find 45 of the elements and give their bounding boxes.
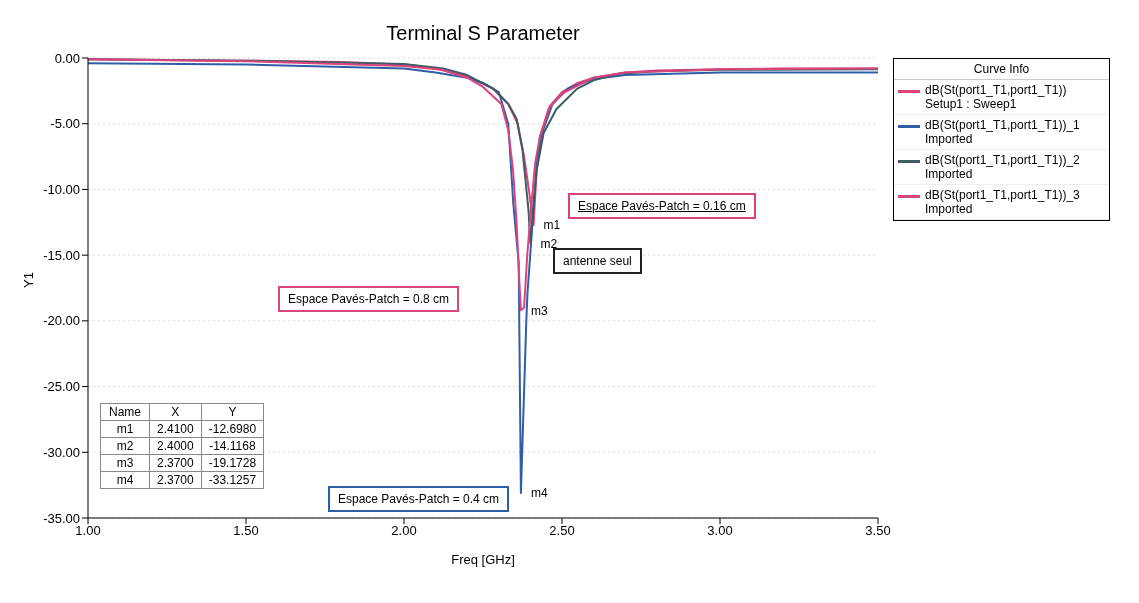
y-axis-title: Y1	[20, 272, 36, 288]
y-tick-label: -25.00	[43, 379, 80, 395]
annotation: Espace Pavés-Patch = 0.16 cm	[568, 193, 756, 219]
annotation: X	[149, 403, 202, 421]
x-tick-label: 1.00	[75, 523, 101, 539]
chart-title: Terminal S Parameter	[385, 22, 581, 45]
x-tick-label: 3.00	[707, 523, 733, 539]
y-tick-label: -5.00	[50, 116, 80, 132]
y-tick-label: -20.00	[43, 313, 80, 329]
annotation: 2.3700	[149, 454, 202, 472]
legend-label: dB(St(port1_T1,port1_T1))_1 Imported	[925, 118, 1081, 146]
annotation: m2	[540, 236, 558, 251]
x-tick-label: 3.50	[865, 523, 891, 539]
x-tick-label: 1.50	[233, 523, 259, 539]
y-tick-label: -15.00	[43, 247, 80, 263]
annotation: Espace Pavés-Patch = 0.8 cm	[278, 286, 460, 312]
x-axis-title: Freq [GHz]	[451, 552, 515, 567]
annotation: 2.4000	[149, 437, 202, 455]
annotation: m1	[100, 420, 150, 438]
annotation: m4	[100, 471, 150, 489]
annotation: -19.1728	[201, 454, 264, 472]
annotation: Y	[201, 403, 264, 421]
annotation: -12.6980	[201, 420, 264, 438]
legend-label: dB(St(port1_T1,port1_T1))_2 Imported	[925, 153, 1081, 181]
legend-label: dB(St(port1_T1,port1_T1))_3 Imported	[925, 188, 1081, 216]
annotation: Espace Pavés-Patch = 0.4 cm	[328, 486, 510, 512]
annotation: m3	[530, 303, 548, 318]
x-tick-label: 2.50	[549, 523, 575, 539]
annotation: -33.1257	[201, 471, 264, 489]
annotation: m3	[100, 454, 150, 472]
annotation: 2.4100	[149, 420, 202, 438]
y-tick-label: -30.00	[43, 444, 80, 460]
y-tick-label: -35.00	[43, 510, 80, 526]
annotation: m2	[100, 437, 150, 455]
annotation: 2.3700	[149, 471, 202, 489]
annotation: -14.1168	[201, 437, 264, 455]
legend-label: dB(St(port1_T1,port1_T1)) Setup1 : Sweep1	[925, 83, 1068, 111]
legend-title: Curve Info	[894, 59, 1109, 80]
y-tick-label: 0.00	[54, 50, 80, 66]
y-tick-label: -10.00	[43, 182, 80, 198]
x-tick-label: 2.00	[391, 523, 417, 539]
annotation: Name	[100, 403, 150, 421]
annotation: m1	[543, 218, 561, 233]
annotation: antenne seul	[563, 254, 632, 268]
annotation: m4	[530, 486, 548, 501]
